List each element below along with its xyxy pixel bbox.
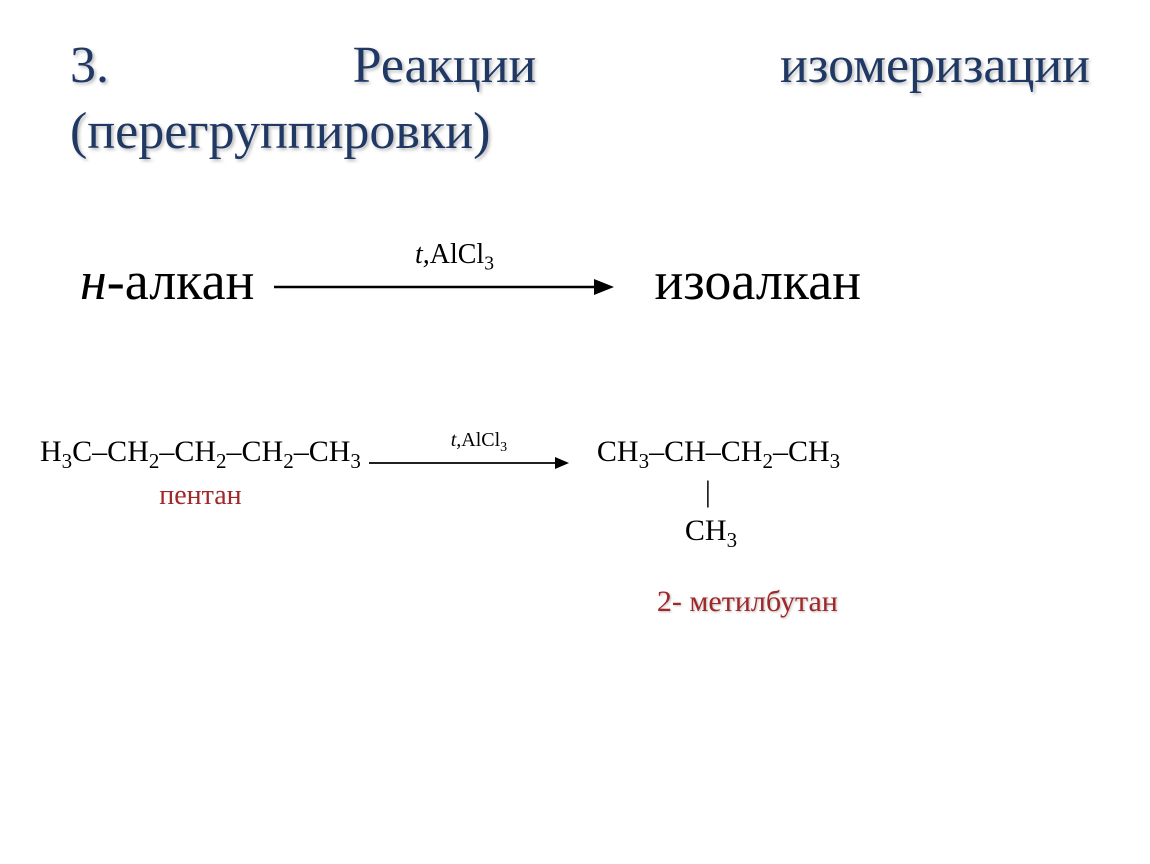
cond-t: t (415, 239, 423, 270)
product-branch: CH3 (685, 510, 840, 555)
specific-row: H3C–CH2–CH2–CH2–CH3 пентан t,AlCl3 CH3–C… (40, 435, 1120, 619)
reactant-column: H3C–CH2–CH2–CH2–CH3 пентан (40, 435, 361, 512)
product-vertical-bond: | (705, 474, 840, 510)
general-product: изоалкан (654, 250, 861, 312)
specific-arrow (369, 455, 569, 471)
product-column: CH3–CH–CH2–CH3 | CH3 2- метилбутан (597, 435, 840, 619)
general-arrow (274, 277, 614, 297)
spec-cond-cat-sub: 3 (500, 440, 507, 455)
title-word-3: (перегруппировки) (70, 103, 490, 160)
specific-reaction: H3C–CH2–CH2–CH2–CH3 пентан t,AlCl3 CH3–C… (40, 435, 1120, 619)
general-arrow-box: t,AlCl3 (274, 251, 634, 311)
general-reactant: н-алкан (80, 250, 254, 312)
cond-cat-sub: 3 (484, 254, 494, 275)
title-number: 3. (70, 36, 109, 95)
title-word-2: изомеризации (780, 36, 1090, 95)
specific-arrow-box: t,AlCl3 (369, 443, 589, 483)
reactant-formula: H3C–CH2–CH2–CH2–CH3 (40, 435, 361, 474)
spec-cond-cat: AlCl (461, 429, 500, 451)
general-conditions: t,AlCl3 (274, 239, 634, 276)
reactant-label: пентан (159, 480, 241, 512)
slide-title-line1: 3. Реакции изомеризации (70, 36, 1090, 95)
reactant-word: алкан (125, 251, 255, 311)
cond-cat: AlCl (430, 239, 484, 270)
slide-title-line2: (перегруппировки) (70, 102, 490, 161)
specific-conditions: t,AlCl3 (369, 429, 589, 456)
product-label: 2- метилбутан (657, 585, 840, 619)
title-word-1: Реакции (353, 36, 537, 95)
product-line1: CH3–CH–CH2–CH3 (597, 435, 840, 474)
general-reaction: н-алкан t,AlCl3 изоалкан (80, 250, 1090, 312)
reactant-prefix: н- (80, 251, 125, 311)
